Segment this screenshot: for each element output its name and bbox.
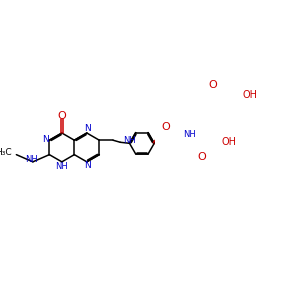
Text: OH: OH [242, 90, 257, 100]
Text: OH: OH [222, 137, 237, 147]
Text: N: N [42, 135, 49, 144]
Text: N: N [85, 161, 91, 170]
Text: O: O [58, 111, 66, 121]
Text: NH: NH [25, 155, 38, 164]
Text: O: O [208, 80, 217, 90]
Text: NH: NH [183, 130, 196, 139]
Text: NH: NH [56, 162, 68, 171]
Text: NH: NH [123, 136, 136, 145]
Text: N: N [85, 124, 91, 134]
Text: H₃C: H₃C [0, 148, 12, 157]
Text: O: O [162, 122, 170, 132]
Text: O: O [198, 152, 206, 162]
